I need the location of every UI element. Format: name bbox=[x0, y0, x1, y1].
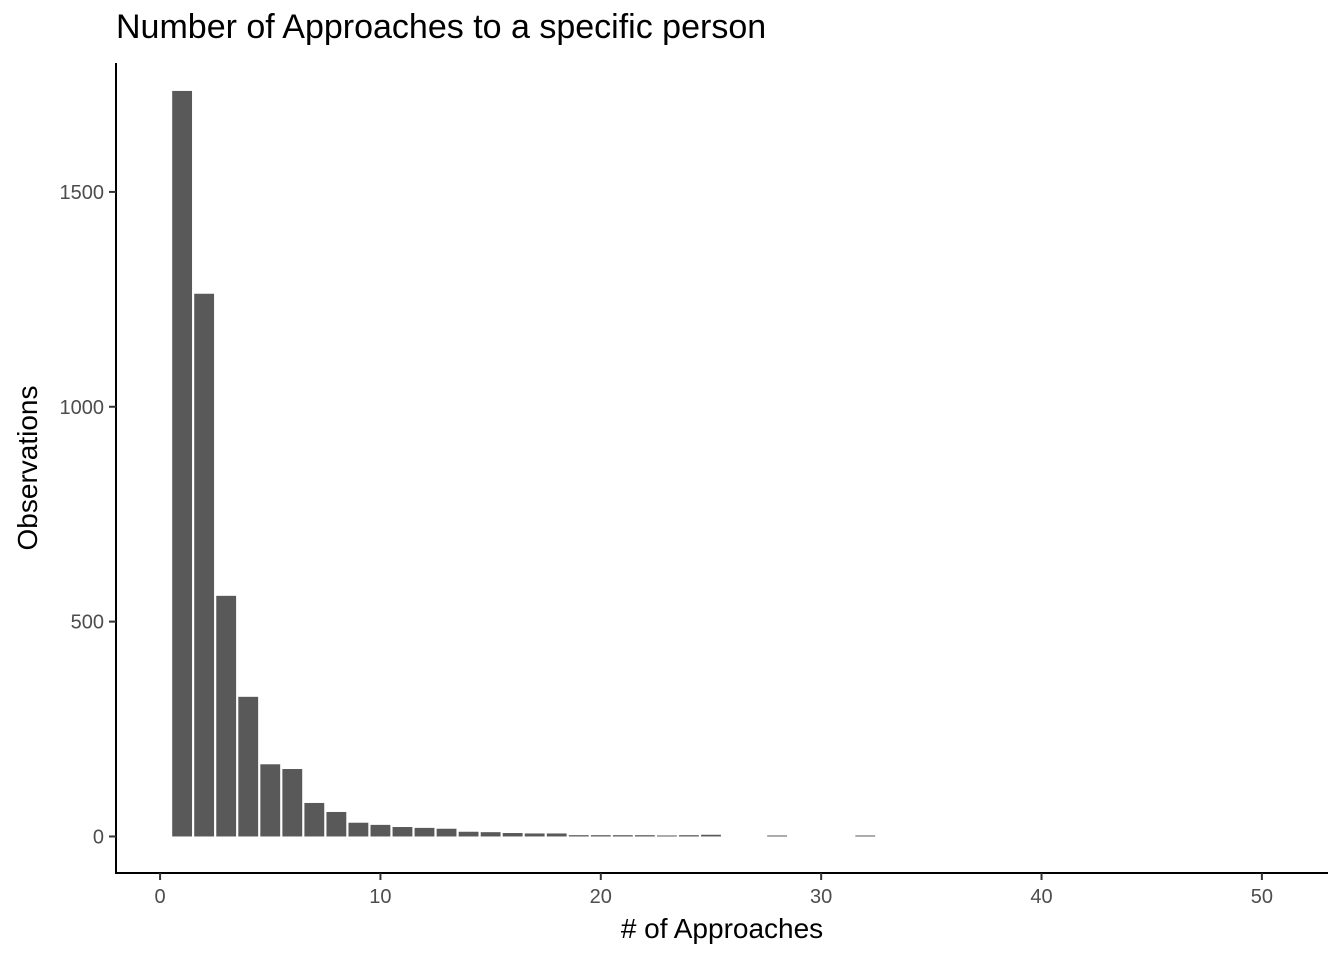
bar-15 bbox=[480, 832, 501, 837]
bar-5 bbox=[260, 764, 281, 837]
bar-20 bbox=[590, 835, 611, 837]
x-tick-label: 10 bbox=[369, 886, 391, 908]
bar-10 bbox=[370, 824, 391, 837]
bar-7 bbox=[304, 802, 325, 837]
x-axis-title: # of Approaches bbox=[621, 913, 823, 944]
bar-25 bbox=[701, 834, 721, 837]
y-tick-label: 0 bbox=[93, 826, 104, 848]
bar-18 bbox=[546, 833, 567, 837]
bar-28 bbox=[767, 835, 788, 837]
x-axis-ticks: 0 10 20 30 40 50 bbox=[155, 873, 1273, 908]
bar-11 bbox=[392, 827, 413, 837]
bars-group bbox=[172, 90, 876, 837]
y-tick-label: 1500 bbox=[60, 182, 105, 204]
x-tick-label: 30 bbox=[810, 886, 832, 908]
bar-32 bbox=[855, 835, 876, 837]
bar-19 bbox=[568, 835, 589, 837]
bar-23 bbox=[656, 835, 677, 837]
bar-1 bbox=[172, 90, 193, 837]
bar-12 bbox=[414, 827, 435, 837]
x-tick-label: 50 bbox=[1251, 886, 1273, 908]
bar-9 bbox=[348, 822, 369, 837]
bar-14 bbox=[458, 831, 479, 837]
bar-13 bbox=[436, 828, 457, 837]
bar-4 bbox=[238, 696, 259, 837]
bar-22 bbox=[634, 835, 655, 837]
x-tick-label: 0 bbox=[155, 886, 166, 908]
x-tick-label: 20 bbox=[590, 886, 612, 908]
y-axis-ticks: 0 500 1000 1500 bbox=[60, 182, 116, 848]
bar-24 bbox=[679, 835, 699, 837]
y-axis-title: Observations bbox=[12, 386, 43, 551]
bar-17 bbox=[524, 833, 545, 837]
bar-21 bbox=[612, 835, 633, 837]
y-tick-label: 500 bbox=[71, 612, 104, 634]
x-tick-label: 40 bbox=[1030, 886, 1052, 908]
y-tick-label: 1000 bbox=[60, 397, 105, 419]
chart-title: Number of Approaches to a specific perso… bbox=[116, 8, 767, 46]
bar-6 bbox=[282, 769, 303, 837]
bar-8 bbox=[326, 811, 347, 837]
bar-16 bbox=[502, 833, 523, 837]
bar-3 bbox=[216, 595, 237, 837]
bar-2 bbox=[194, 293, 215, 837]
